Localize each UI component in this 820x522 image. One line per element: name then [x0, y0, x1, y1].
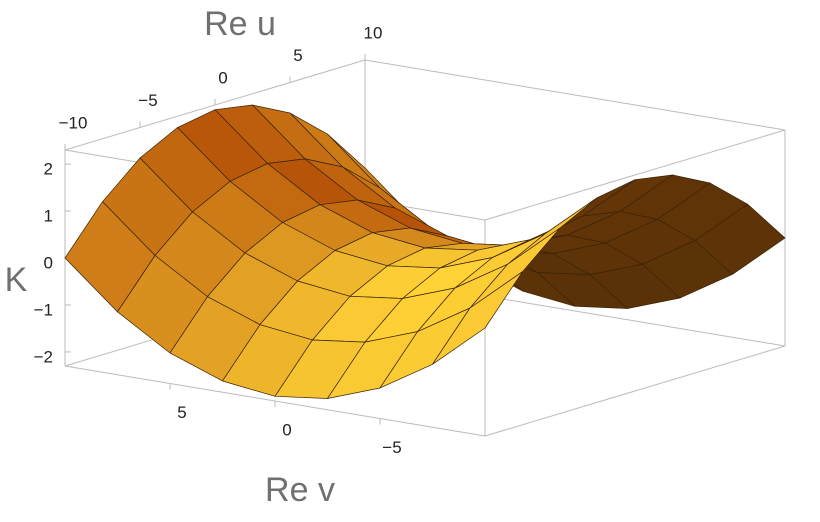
- x-tick-label: −10: [59, 113, 88, 132]
- surface-patch: [432, 271, 523, 365]
- x-tick-label: −5: [138, 91, 157, 110]
- y-axis-label: Re v: [265, 471, 335, 509]
- y-tick-label: 0: [282, 420, 291, 439]
- x-tick-label: 5: [293, 46, 302, 65]
- z-tick-label: 2: [44, 160, 53, 179]
- z-tick-label: −2: [34, 347, 53, 366]
- box-edge: [484, 129, 786, 221]
- x-tick-label: 0: [218, 68, 227, 87]
- box-edge: [364, 59, 786, 131]
- x-tick-label: 10: [364, 23, 383, 42]
- z-tick-label: −1: [34, 300, 53, 319]
- y-tick-label: −5: [382, 438, 401, 457]
- z-axis-label: K: [5, 261, 28, 299]
- z-tick-label: 1: [44, 207, 53, 226]
- x-axis-label: Re u: [204, 5, 276, 43]
- box-edge: [484, 345, 786, 437]
- y-tick-label: 5: [177, 403, 186, 422]
- z-tick-label: 0: [44, 253, 53, 272]
